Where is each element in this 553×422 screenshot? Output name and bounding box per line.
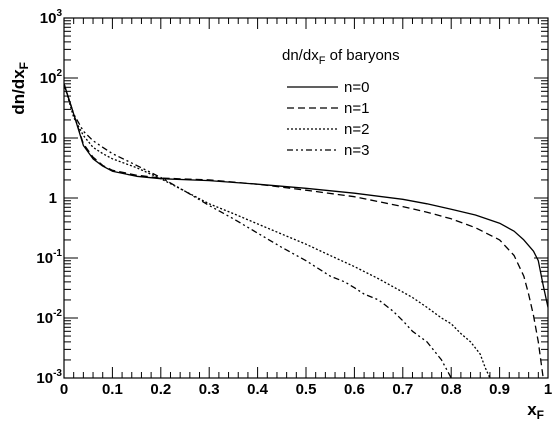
axes-layer: 0 0.1 0.2 0.3 0.4 0.5 0.6 0.7 0.8 0.9 1 10-3 10-2 10-… — [9, 8, 552, 422]
series-layer — [64, 83, 548, 378]
series-line-n-2 — [64, 83, 491, 378]
x-tick-label: 0 — [60, 381, 68, 398]
y-tick-label: 10 — [40, 130, 57, 147]
legend-label-n-3: n=3 — [344, 142, 369, 159]
x-tick-label: 0.8 — [441, 381, 462, 398]
legend-label-n-2: n=2 — [344, 121, 369, 138]
y-tick-label: 10-3 — [36, 368, 62, 387]
y-tick-label: 103 — [40, 8, 63, 27]
series-line-n-0 — [64, 83, 548, 308]
x-tick-label: 0.4 — [247, 381, 269, 398]
x-tick-label: 0.3 — [199, 381, 220, 398]
legend-label-n-0: n=0 — [344, 79, 369, 96]
x-tick-label: 0.1 — [102, 381, 123, 398]
x-tick-label: 0.7 — [392, 381, 413, 398]
y-tick-label: 102 — [40, 68, 63, 87]
plot-frame — [63, 17, 549, 379]
legend-title: dn/dxF of baryons — [282, 47, 400, 67]
x-tick-label: 0.9 — [489, 381, 510, 398]
y-tick-label: 10-1 — [36, 248, 62, 267]
x-tick-label: 0.5 — [296, 381, 317, 398]
x-tick-label: 0.6 — [344, 381, 365, 398]
y-tick-label: 1 — [49, 190, 57, 207]
y-axis-title: dn/dxF — [9, 62, 31, 115]
legend: dn/dxF of baryons n=0 n=1 n=2 n=3 — [282, 47, 400, 159]
series-line-n-3 — [64, 83, 452, 378]
y-tick-label: 10-2 — [36, 308, 62, 327]
x-axis-title: xF — [527, 400, 544, 422]
legend-label-n-1: n=1 — [344, 100, 369, 117]
x-tick-label: 1 — [544, 381, 552, 398]
series-line-n-1 — [64, 83, 544, 378]
x-tick-label: 0.2 — [150, 381, 171, 398]
